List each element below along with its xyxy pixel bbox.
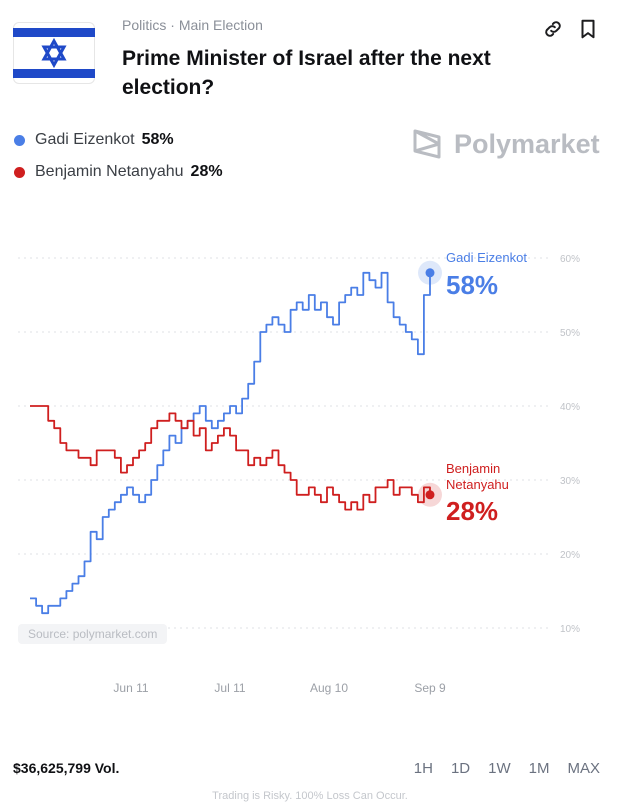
- x-axis-ticks: Jun 11 Jul 11 Aug 10 Sep 9: [113, 681, 446, 695]
- range-1w-button[interactable]: 1W: [488, 760, 511, 777]
- netanyahu-legend-dot-icon: [14, 166, 25, 178]
- breadcrumb-subcategory[interactable]: Main Election: [178, 17, 263, 33]
- legend-name: Gadi Eizenkot: [35, 131, 135, 148]
- y-tick-label: 50%: [560, 328, 580, 339]
- endpoint-dot: [425, 490, 435, 500]
- legend-name: Benjamin Netanyahu: [35, 163, 184, 180]
- brand-name: Polymarket: [454, 128, 600, 159]
- x-tick-label: Sep 9: [414, 681, 446, 695]
- end-label-value: 58%: [446, 270, 498, 300]
- legend-item-netanyahu: Benjamin Netanyahu 28%: [14, 163, 223, 181]
- end-label-name-last: Netanyahu: [446, 477, 509, 492]
- market-title: Prime Minister of Israel after the next …: [122, 47, 491, 99]
- link-icon[interactable]: [542, 18, 564, 40]
- endpoint-dot: [425, 268, 435, 278]
- bookmark-icon[interactable]: [577, 18, 599, 40]
- breadcrumb: Politics · Main Election: [122, 17, 263, 33]
- time-range-selector: 1H 1D 1W 1M MAX: [396, 760, 600, 777]
- polymarket-logo-icon: [413, 129, 441, 159]
- eizenkot-legend-dot-icon: [14, 134, 25, 146]
- breadcrumb-separator: ·: [170, 17, 175, 33]
- risk-disclaimer: Trading is Risky. 100% Loss Can Occur.: [212, 790, 408, 802]
- range-max-button[interactable]: MAX: [567, 760, 600, 777]
- series-line-1: [30, 405, 431, 511]
- x-tick-label: Jun 11: [113, 681, 148, 695]
- polymarket-brand: Polymarket: [412, 128, 600, 160]
- y-axis-ticks: 60% 50% 40% 30% 20% 10%: [560, 254, 580, 635]
- x-tick-label: Jul 11: [214, 681, 245, 695]
- end-label-value: 28%: [446, 496, 498, 526]
- source-note: Source: polymarket.com: [18, 624, 168, 644]
- x-tick-label: Aug 10: [310, 681, 348, 695]
- y-tick-label: 10%: [560, 624, 580, 635]
- legend-value: 28%: [190, 163, 223, 180]
- y-tick-label: 30%: [560, 476, 580, 487]
- volume: $36,625,799 Vol.: [13, 760, 120, 776]
- legend-value: 58%: [141, 131, 174, 148]
- y-tick-label: 40%: [560, 402, 580, 413]
- range-1m-button[interactable]: 1M: [528, 760, 550, 777]
- israel-flag-icon: [13, 22, 95, 84]
- range-1h-button[interactable]: 1H: [413, 760, 433, 777]
- y-tick-label: 60%: [560, 254, 580, 265]
- chart-series: [30, 260, 442, 615]
- end-label-name: Gadi Eizenkot: [446, 250, 527, 265]
- end-label-name-first: Benjamin: [446, 461, 500, 476]
- range-1d-button[interactable]: 1D: [450, 760, 471, 777]
- breadcrumb-category[interactable]: Politics: [122, 17, 167, 33]
- legend-item-eizenkot: Gadi Eizenkot 58%: [14, 131, 174, 149]
- price-chart[interactable]: 60% 50% 40% 30% 20% 10% Jun 11 Jul 11 Aug 10 Sep…: [0, 230, 620, 700]
- y-tick-label: 20%: [560, 550, 580, 561]
- series-line-0: [30, 271, 431, 615]
- chart-grid: [18, 257, 552, 629]
